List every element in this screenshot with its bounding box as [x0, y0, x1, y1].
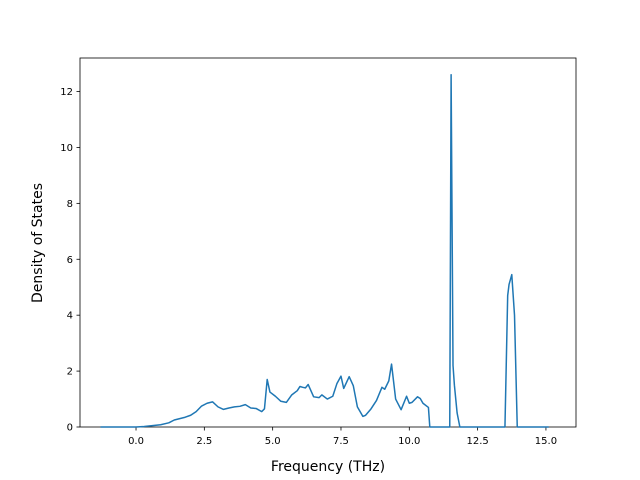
x-tick-label: 10.0 — [398, 436, 420, 447]
y-axis-ticks: 0 2 4 6 8 10 12 — [60, 87, 80, 434]
x-tick-label: 12.5 — [466, 436, 488, 447]
x-tick-label: 7.5 — [333, 436, 349, 447]
y-tick-label: 6 — [67, 255, 73, 266]
x-axis-label: Frequency (THz) — [271, 459, 385, 475]
y-tick-label: 2 — [67, 367, 73, 378]
y-tick-label: 8 — [67, 199, 73, 210]
y-tick-label: 4 — [67, 311, 73, 322]
y-tick-label: 10 — [60, 143, 73, 154]
x-axis-ticks: 0.0 2.5 5.0 7.5 10.0 12.5 15.0 — [128, 427, 557, 447]
x-tick-label: 15.0 — [535, 436, 557, 447]
y-axis-label: Density of States — [30, 183, 46, 303]
y-tick-label: 12 — [60, 87, 73, 98]
x-tick-label: 2.5 — [196, 436, 212, 447]
y-tick-label: 0 — [67, 423, 73, 434]
plot-area-frame — [79, 57, 577, 428]
dos-series-line — [100, 74, 549, 428]
x-tick-label: 0.0 — [128, 436, 144, 447]
x-tick-label: 5.0 — [265, 436, 281, 447]
